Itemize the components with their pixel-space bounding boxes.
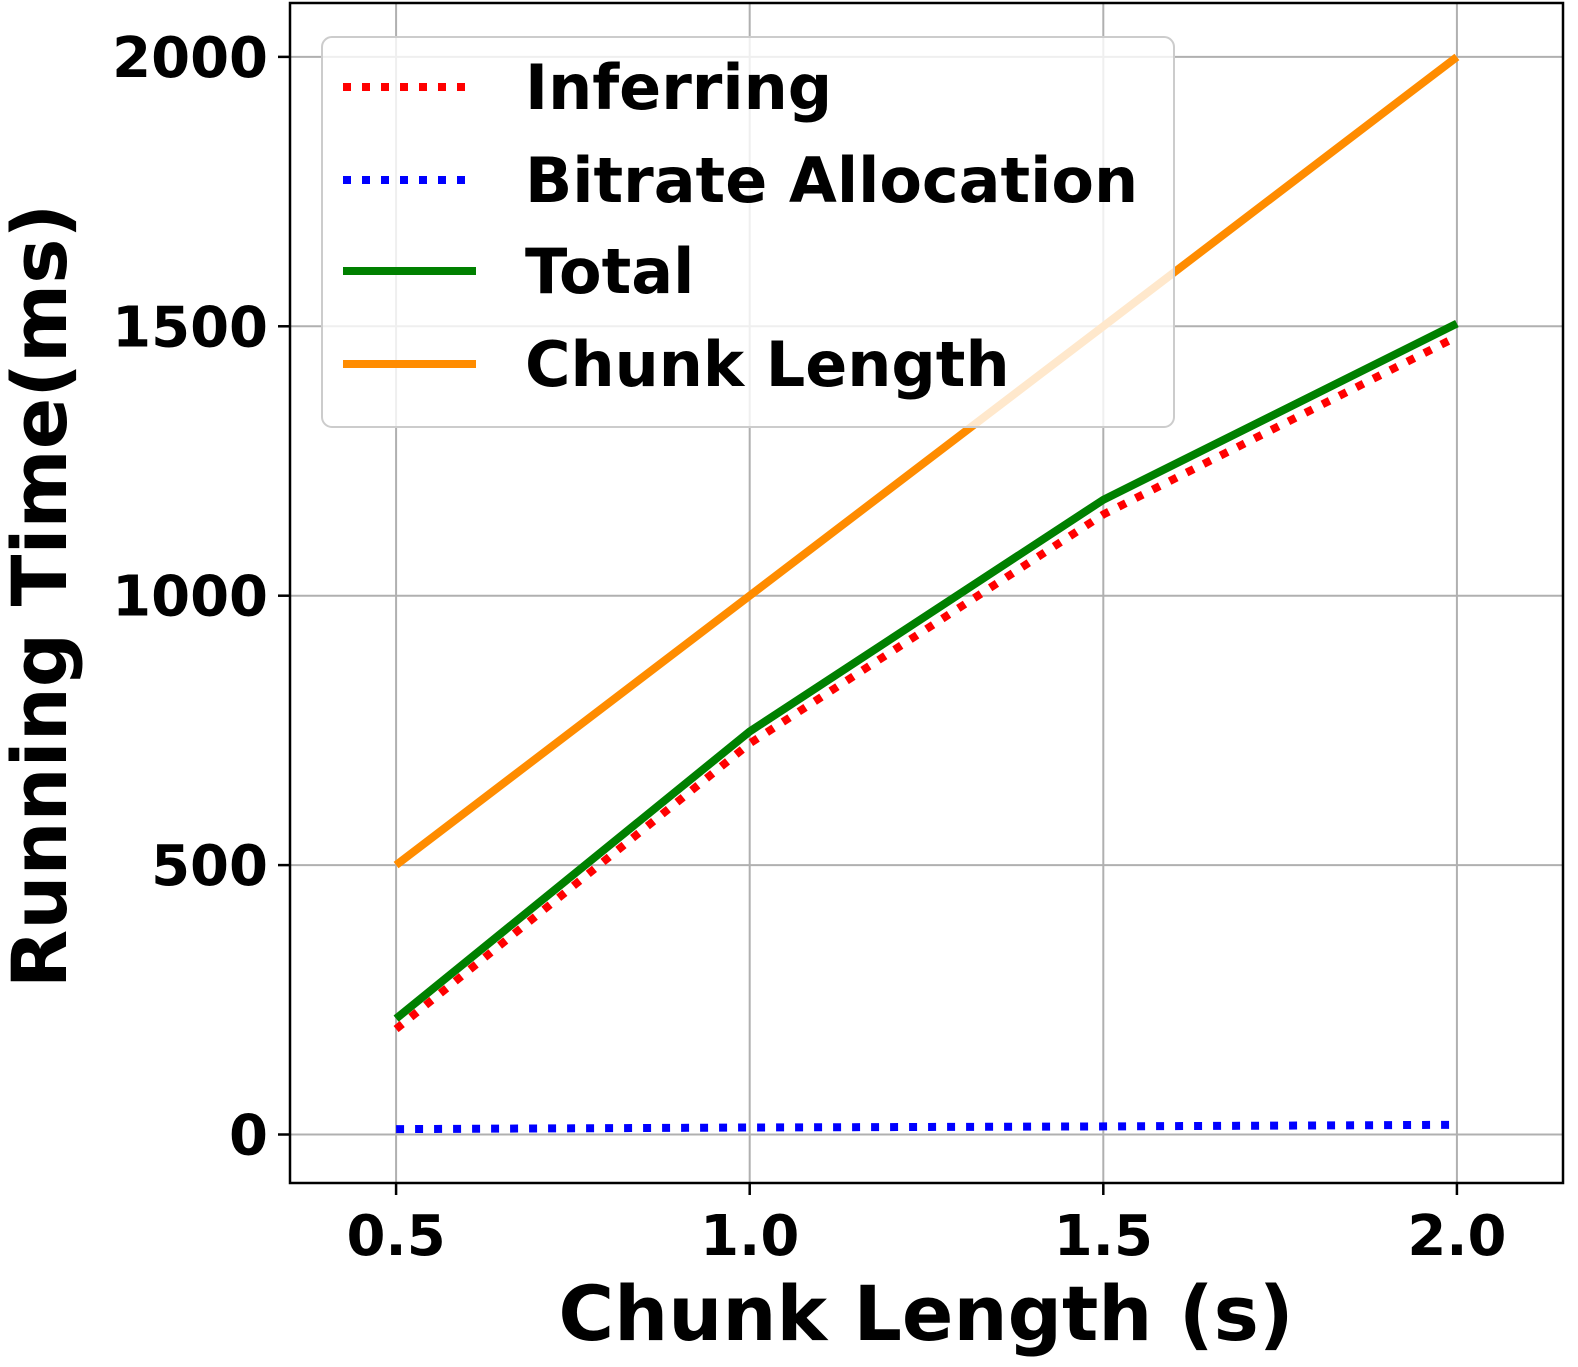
- tick-marks-and-labels: 0.5 1.0 1.5 2.0 0 500 1000 1500 2000: [112, 26, 1506, 1269]
- series-line-total: [393, 320, 1459, 1022]
- y-tick-label: 2000: [112, 26, 268, 91]
- series-line-inferring: [393, 333, 1459, 1033]
- y-tick-label: 1500: [112, 295, 268, 360]
- legend-label-total: Total: [525, 235, 694, 308]
- y-axis-label: Running Time(ms): [0, 204, 84, 988]
- x-tick-label: 0.5: [346, 1204, 445, 1269]
- legend-label-chunk-length: Chunk Length: [525, 328, 1010, 401]
- y-tick-label: 500: [151, 834, 268, 899]
- x-tick-label: 1.0: [700, 1204, 799, 1269]
- legend: Inferring Bitrate Allocation Total Chunk Le…: [321, 36, 1175, 428]
- plot-frame: [288, 1, 1565, 1185]
- y-tick-label: 1000: [112, 565, 268, 630]
- y-tick-label: 0: [229, 1104, 268, 1169]
- x-axis-label: Chunk Length (s): [558, 1269, 1293, 1358]
- legend-box: [321, 36, 1175, 428]
- x-tick-label: 1.5: [1054, 1204, 1153, 1269]
- x-tick-label: 2.0: [1407, 1204, 1506, 1269]
- legend-label-bitrate-allocation: Bitrate Allocation: [525, 144, 1138, 217]
- legend-label-inferring: Inferring: [525, 51, 832, 124]
- series-line-bitrate-allocation: [396, 1120, 1457, 1134]
- series-line-chunk-length: [393, 53, 1460, 869]
- series-lines: [393, 53, 1460, 1134]
